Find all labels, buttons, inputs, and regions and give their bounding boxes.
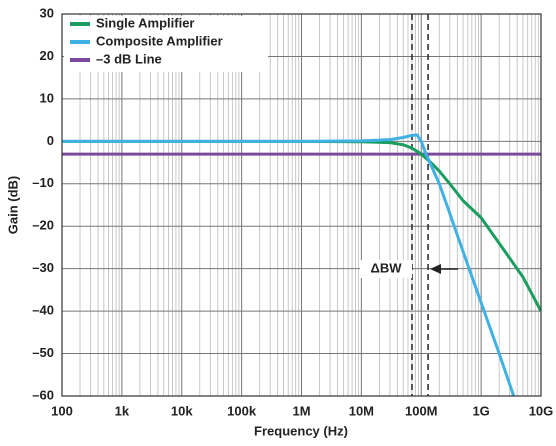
annotation-box [360,260,412,278]
y-tick-label: –50 [32,345,54,360]
x-axis-label: Frequency (Hz) [254,423,348,438]
plot-frame [61,13,542,397]
grid [61,13,542,397]
annotation: ΔBW [370,260,402,275]
legend-box [64,16,268,72]
legend-label: –3 dB Line [96,51,162,66]
y-tick-label: 0 [47,133,54,148]
y-tick-label: –10 [32,175,54,190]
x-tick-label: 10G [529,403,554,418]
x-tick-label: 100M [405,403,438,418]
plot-lines [62,14,541,396]
x-tick-label: 10M [349,403,374,418]
y-tick-label: 20 [40,48,54,63]
legend: Single Amplifier Composite Amplifier –3 dB… [70,15,223,66]
series-line [62,133,516,396]
arrow-head [430,264,441,274]
x-tick-label: 100k [227,403,257,418]
y-tick-label: –30 [32,260,54,275]
x-tick-label: 1G [472,403,489,418]
y-tick-label: 30 [40,5,54,20]
x-tick-label: 10k [171,403,193,418]
x-tick-label: 1M [292,403,310,418]
x-tick-label: 1k [115,403,130,418]
x-tick-label: 100 [51,403,73,418]
y-tick-label: –40 [32,303,54,318]
y-tick-label: –20 [32,218,54,233]
y-tick-label: –60 [32,387,54,402]
legend-label: Composite Amplifier [96,33,223,48]
y-tick-label: 10 [40,90,54,105]
legend-label: Single Amplifier [96,15,194,30]
y-axis-label: Gain (dB) [5,176,20,235]
